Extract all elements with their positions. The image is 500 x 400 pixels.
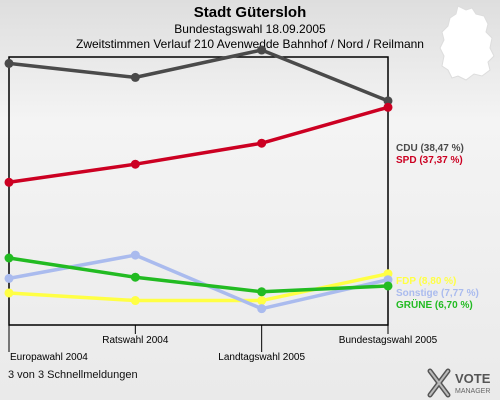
vote-manager-logo: VOTE MANAGER bbox=[427, 368, 491, 398]
data-point bbox=[130, 296, 140, 306]
series-end-label: SPD (37,37 %) bbox=[396, 155, 463, 166]
series-line bbox=[8, 48, 389, 103]
x-tick-label: Landtagswahl 2005 bbox=[218, 352, 305, 363]
series-line bbox=[8, 256, 389, 294]
series-line bbox=[8, 105, 389, 184]
x-tick-label: Europawahl 2004 bbox=[10, 352, 88, 363]
series-end-label: CDU (38,47 %) bbox=[396, 143, 464, 154]
data-point bbox=[130, 272, 140, 282]
logo-word-vote: VOTE bbox=[455, 371, 491, 386]
data-point bbox=[130, 250, 140, 260]
chart-header: Stadt Gütersloh Bundestagswahl 18.09.200… bbox=[0, 4, 500, 52]
data-point bbox=[257, 304, 267, 314]
chart-description: Zweitstimmen Verlauf 210 Avenwedde Bahnh… bbox=[76, 37, 424, 51]
data-point bbox=[383, 96, 393, 106]
series-end-label: FDP (8,80 %) bbox=[396, 276, 456, 287]
plot-frame bbox=[8, 56, 389, 326]
data-point bbox=[4, 177, 14, 187]
data-point bbox=[4, 273, 14, 283]
data-point bbox=[4, 58, 14, 68]
x-mark-icon bbox=[427, 368, 451, 398]
data-point bbox=[4, 288, 14, 298]
x-tick-label: Ratswahl 2004 bbox=[102, 335, 169, 346]
x-tick-label: Bundestagswahl 2005 bbox=[339, 335, 438, 346]
germany-map-icon bbox=[439, 5, 495, 81]
logo-word-manager: MANAGER bbox=[455, 388, 490, 395]
chart-title: Stadt Gütersloh bbox=[193, 4, 307, 21]
data-point bbox=[383, 275, 393, 285]
data-point bbox=[4, 253, 14, 263]
report-count-note: 3 von 3 Schnellmeldungen bbox=[8, 369, 138, 381]
data-point bbox=[257, 45, 267, 55]
data-point bbox=[130, 159, 140, 169]
data-point bbox=[383, 102, 393, 112]
data-point bbox=[130, 72, 140, 82]
chart-subtitle: Bundestagswahl 18.09.2005 bbox=[174, 22, 326, 36]
data-point bbox=[383, 281, 393, 291]
data-point bbox=[257, 296, 267, 306]
series-end-label: Sonstige (7,77 %) bbox=[396, 288, 479, 299]
series-end-label: GRÜNE (6,70 %) bbox=[396, 298, 473, 311]
data-point bbox=[257, 287, 267, 297]
data-point bbox=[257, 138, 267, 148]
